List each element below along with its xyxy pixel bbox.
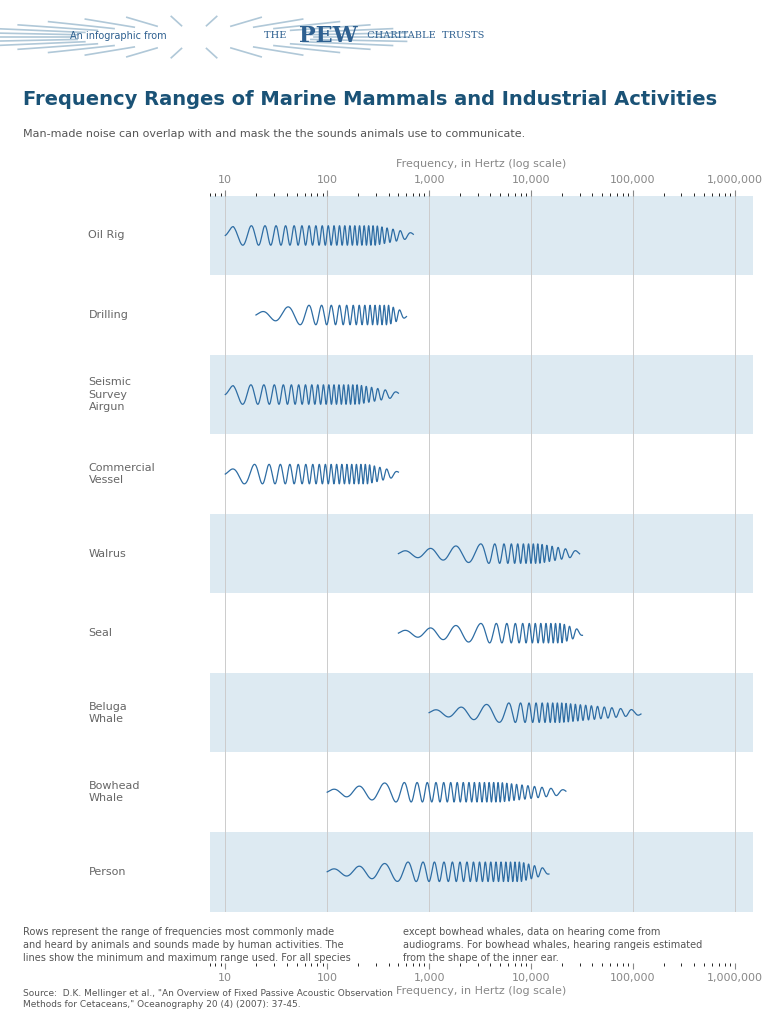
Text: Commercial
Vessel: Commercial Vessel xyxy=(88,462,155,485)
Text: Man-made noise can overlap with and mask the the sounds animals use to communica: Man-made noise can overlap with and mask… xyxy=(23,130,525,139)
Text: Source:  D.K. Mellinger et al., "An Overview of Fixed Passive Acoustic Observati: Source: D.K. Mellinger et al., "An Overv… xyxy=(23,989,393,1009)
Bar xyxy=(210,435,753,514)
Text: Person: Person xyxy=(88,867,126,877)
Bar xyxy=(210,832,753,912)
Bar xyxy=(210,753,753,832)
Text: THE: THE xyxy=(264,31,293,40)
Text: PEW: PEW xyxy=(299,25,358,46)
Text: except bowhead whales, data on hearing come from
audiograms. For bowhead whales,: except bowhead whales, data on hearing c… xyxy=(403,927,702,963)
Bar xyxy=(210,354,753,435)
Text: Oil Rig: Oil Rig xyxy=(88,231,125,240)
X-axis label: Frequency, in Hertz (log scale): Frequency, in Hertz (log scale) xyxy=(396,159,566,169)
X-axis label: Frequency, in Hertz (log scale): Frequency, in Hertz (log scale) xyxy=(396,987,566,996)
Text: CHARITABLE  TRUSTS: CHARITABLE TRUSTS xyxy=(361,31,484,40)
Text: Seal: Seal xyxy=(88,628,113,639)
Text: Rows represent the range of frequencies most commonly made
and heard by animals : Rows represent the range of frequencies … xyxy=(23,927,351,963)
Text: Seismic
Survey
Airgun: Seismic Survey Airgun xyxy=(88,377,131,412)
Text: Frequency Ranges of Marine Mammals and Industrial Activities: Frequency Ranges of Marine Mammals and I… xyxy=(23,91,717,109)
Bar xyxy=(210,673,753,753)
Bar xyxy=(210,275,753,354)
Text: Bowhead
Whale: Bowhead Whale xyxy=(88,781,140,803)
Text: Drilling: Drilling xyxy=(88,310,128,320)
Bar xyxy=(210,514,753,593)
Text: An infographic from: An infographic from xyxy=(70,31,167,40)
Bar xyxy=(210,593,753,673)
Text: Beluga
Whale: Beluga Whale xyxy=(88,701,127,724)
Text: Walrus: Walrus xyxy=(88,549,126,558)
Bar xyxy=(210,196,753,275)
